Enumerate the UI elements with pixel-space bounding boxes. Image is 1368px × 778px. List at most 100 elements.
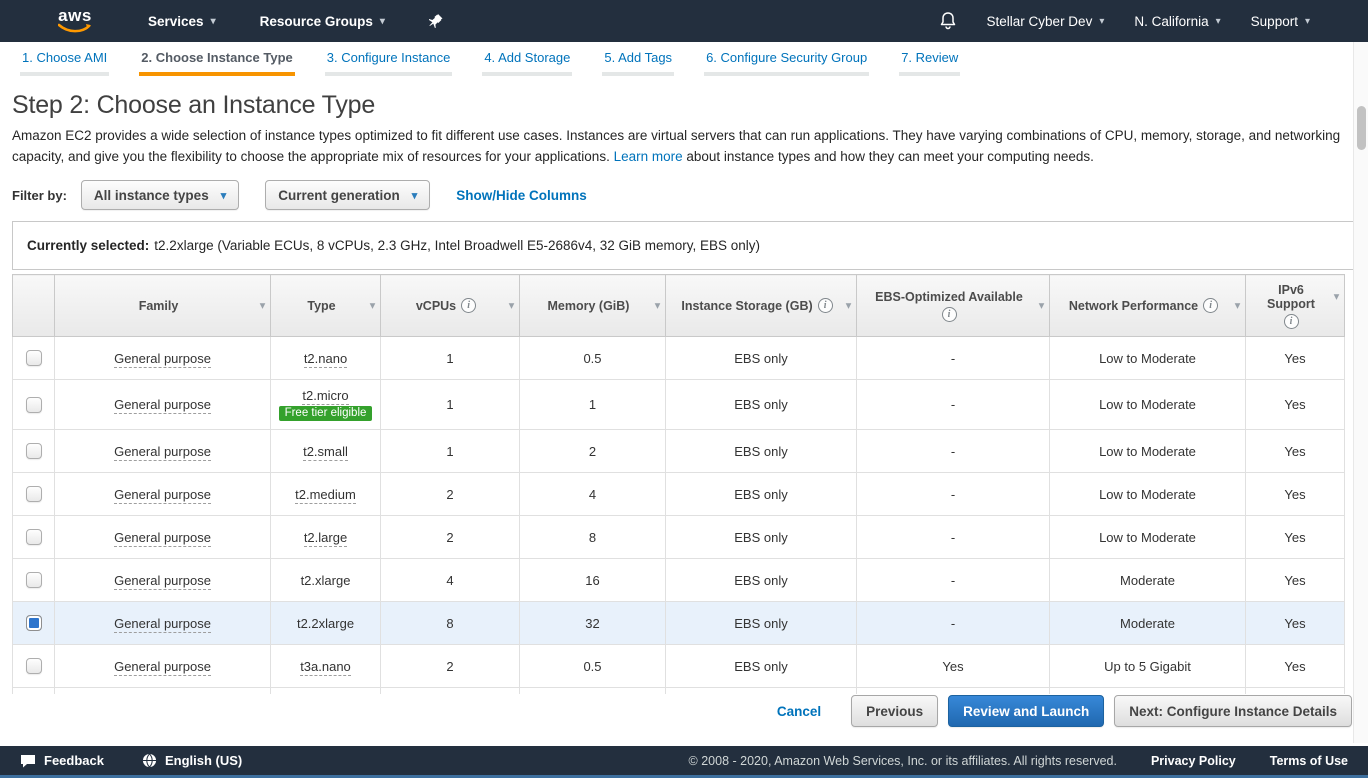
aws-logo[interactable]: aws	[58, 6, 92, 33]
table-row[interactable]: General purpose t2.large 2 8 EBS only - …	[12, 515, 1345, 559]
bell-icon[interactable]	[939, 11, 957, 31]
feedback-button[interactable]: Feedback	[20, 753, 104, 768]
header-family[interactable]: Family ▾	[54, 274, 271, 337]
ipv6-cell: Yes	[1245, 515, 1345, 559]
nav-region-menu[interactable]: N. California ▾	[1134, 13, 1221, 29]
wizard-steps: 1. Choose AMI 2. Choose Instance Type 3.…	[0, 42, 1368, 80]
language-selector[interactable]: English (US)	[142, 753, 242, 768]
info-icon[interactable]: i	[941, 306, 957, 322]
ipv6-cell: Yes	[1245, 429, 1345, 473]
header-ipv6-support[interactable]: IPv6 Support i ▾	[1245, 274, 1345, 337]
chevron-down-icon: ▾	[220, 189, 227, 202]
header-vcpus[interactable]: vCPUs i ▾	[380, 274, 520, 337]
row-checkbox[interactable]	[25, 572, 42, 588]
sort-caret-icon: ▾	[845, 300, 851, 311]
row-checkbox[interactable]	[25, 615, 42, 631]
storage-cell: EBS only	[665, 379, 857, 430]
ebs-optimized-cell: -	[856, 558, 1050, 602]
generation-dropdown[interactable]: Current generation ▾	[265, 180, 431, 210]
info-icon[interactable]: i	[817, 298, 833, 313]
sort-caret-icon: ▾	[1234, 300, 1240, 311]
storage-cell: EBS only	[665, 644, 857, 688]
table-row[interactable]: General purpose t2.micro Free tier eligi…	[12, 379, 1345, 430]
vcpus-cell: 2	[380, 472, 520, 516]
row-checkbox[interactable]	[25, 350, 42, 366]
next-configure-instance-button[interactable]: Next: Configure Instance Details	[1114, 695, 1352, 727]
network-performance-cell: Moderate	[1049, 601, 1246, 645]
nav-account-menu[interactable]: Stellar Cyber Dev ▾	[986, 13, 1105, 29]
header-type[interactable]: Type ▾	[270, 274, 381, 337]
chevron-down-icon: ▾	[210, 15, 216, 27]
ebs-optimized-cell: -	[856, 429, 1050, 473]
step-add-tags[interactable]: 5. Add Tags	[602, 50, 675, 76]
terms-of-use-link[interactable]: Terms of Use	[1269, 753, 1348, 768]
ipv6-cell: Yes	[1245, 558, 1345, 602]
table-row[interactable]: General purpose t2.small 1 2 EBS only - …	[12, 429, 1345, 473]
learn-more-link[interactable]: Learn more	[613, 149, 683, 164]
sort-caret-icon: ▾	[259, 300, 265, 311]
globe-icon	[142, 753, 157, 768]
table-row[interactable]: General purpose t2.nano 1 0.5 EBS only -…	[12, 336, 1345, 380]
clipped-table-row	[12, 687, 1345, 694]
row-checkbox[interactable]	[25, 529, 42, 545]
nav-resource-groups[interactable]: Resource Groups ▾	[259, 13, 385, 29]
privacy-policy-link[interactable]: Privacy Policy	[1150, 753, 1236, 768]
ipv6-cell: Yes	[1245, 644, 1345, 688]
table-row[interactable]: General purpose t2.2xlarge 8 32 EBS only…	[12, 601, 1345, 645]
network-performance-cell: Moderate	[1049, 558, 1246, 602]
review-and-launch-button[interactable]: Review and Launch	[948, 695, 1105, 727]
type-cell: t2.xlarge	[270, 558, 381, 602]
type-cell: t2.nano	[270, 336, 381, 380]
storage-cell: EBS only	[665, 515, 857, 559]
type-cell: t2.micro Free tier eligible	[270, 379, 381, 430]
vertical-scrollbar[interactable]	[1353, 42, 1368, 743]
aws-logo-text: aws	[58, 6, 92, 25]
memory-cell: 0.5	[519, 644, 666, 688]
header-ebs-optimized[interactable]: EBS-Optimized Available i ▾	[856, 274, 1050, 337]
header-instance-storage[interactable]: Instance Storage (GB) i ▾	[665, 274, 857, 337]
memory-cell: 1	[519, 379, 666, 430]
cancel-link[interactable]: Cancel	[776, 703, 822, 719]
header-memory[interactable]: Memory (GiB) ▾	[519, 274, 666, 337]
step-configure-instance[interactable]: 3. Configure Instance	[324, 50, 453, 76]
memory-cell: 16	[519, 558, 666, 602]
info-icon[interactable]: i	[461, 298, 477, 313]
step-choose-ami[interactable]: 1. Choose AMI	[20, 50, 110, 76]
type-cell: t2.small	[270, 429, 381, 473]
table-row[interactable]: General purpose t2.xlarge 4 16 EBS only …	[12, 558, 1345, 602]
show-hide-columns-link[interactable]: Show/Hide Columns	[456, 187, 587, 203]
nav-services[interactable]: Services ▾	[148, 13, 216, 29]
table-row[interactable]: General purpose t2.medium 2 4 EBS only -…	[12, 472, 1345, 516]
network-performance-cell: Low to Moderate	[1049, 429, 1246, 473]
family-cell: General purpose	[54, 336, 271, 380]
free-tier-badge: Free tier eligible	[278, 406, 373, 421]
memory-cell: 0.5	[519, 336, 666, 380]
chevron-down-icon: ▾	[1099, 15, 1105, 27]
row-checkbox[interactable]	[25, 658, 42, 674]
info-icon[interactable]: i	[1203, 298, 1219, 313]
step-review[interactable]: 7. Review	[899, 50, 961, 76]
sort-caret-icon: ▾	[654, 300, 660, 311]
currently-selected-value: t2.2xlarge (Variable ECUs, 8 vCPUs, 2.3 …	[154, 238, 761, 253]
header-network-performance[interactable]: Network Performance i ▾	[1049, 274, 1246, 337]
step-configure-security-group[interactable]: 6. Configure Security Group	[704, 50, 870, 76]
step-add-storage[interactable]: 4. Add Storage	[482, 50, 573, 76]
nav-support-menu[interactable]: Support ▾	[1250, 13, 1310, 29]
previous-button[interactable]: Previous	[851, 695, 939, 727]
vcpus-cell: 8	[380, 601, 520, 645]
instance-types-dropdown[interactable]: All instance types ▾	[80, 180, 240, 210]
pin-icon[interactable]	[428, 13, 444, 29]
storage-cell: EBS only	[665, 558, 857, 602]
memory-cell: 8	[519, 515, 666, 559]
info-icon[interactable]: i	[1283, 313, 1299, 329]
vcpus-cell: 2	[380, 515, 520, 559]
top-nav: aws Services ▾ Resource Groups ▾ Stellar…	[0, 0, 1368, 42]
table-row[interactable]: General purpose t3a.nano 2 0.5 EBS only …	[12, 644, 1345, 688]
sort-caret-icon: ▾	[1333, 291, 1339, 303]
footer: Feedback English (US) © 2008 - 2020, Ama…	[0, 746, 1368, 778]
row-checkbox[interactable]	[25, 486, 42, 502]
row-checkbox[interactable]	[25, 443, 42, 459]
scrollbar-thumb[interactable]	[1357, 106, 1366, 150]
table-header-row: Family ▾ Type ▾ vCPUs i ▾ Memory (GiB) ▾	[12, 274, 1345, 337]
row-checkbox[interactable]	[25, 396, 42, 413]
